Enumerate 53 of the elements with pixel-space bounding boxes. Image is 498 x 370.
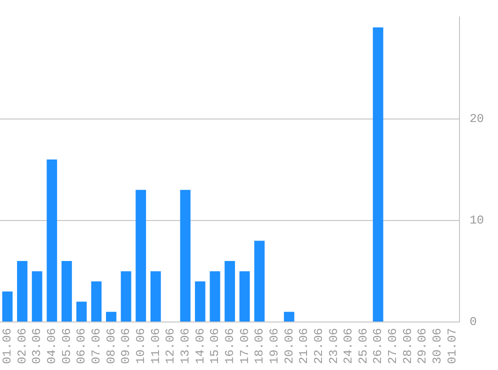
bar (2, 292, 13, 322)
x-tick-label: 10.06 (134, 328, 148, 364)
y-tick-label: 0 (470, 315, 477, 330)
x-tick-label: 15.06 (208, 328, 222, 364)
x-tick-label: 20.06 (282, 328, 296, 364)
x-tick-label: 23.06 (326, 328, 341, 364)
x-tick-label: 18.06 (252, 328, 267, 364)
x-tick-label: 29.06 (416, 328, 430, 364)
x-tick-label: 30.06 (430, 328, 445, 364)
bar (239, 271, 250, 322)
x-tick-label: 19.06 (267, 328, 282, 364)
x-tick-label: 04.06 (45, 328, 60, 364)
bar (17, 261, 28, 322)
bar (210, 271, 220, 322)
y-tick-label: 20 (470, 112, 484, 126)
bar (120, 271, 132, 322)
x-tick-label: 09.06 (119, 328, 134, 364)
bar (32, 271, 42, 322)
x-tick-label: 08.06 (104, 328, 118, 364)
x-tick-label: 28.06 (400, 328, 415, 364)
bar (372, 27, 384, 322)
x-tick-label: 24.06 (342, 328, 356, 364)
bar (180, 190, 191, 322)
x-tick-label: 11.06 (148, 328, 163, 364)
y-tick-label: 10 (470, 214, 484, 228)
bar (150, 271, 161, 322)
x-tick-label: 17.06 (238, 328, 252, 364)
x-tick-label: 02.06 (15, 328, 30, 364)
x-tick-label: 26.06 (371, 328, 386, 364)
x-tick-label: 27.06 (386, 328, 400, 364)
bar (106, 312, 116, 322)
x-tick-label: 05.06 (60, 328, 74, 364)
bar (46, 159, 58, 322)
bar (254, 240, 265, 322)
bar (62, 261, 72, 322)
x-tick-label: 03.06 (30, 328, 44, 364)
x-tick-label: 21.06 (297, 328, 312, 364)
x-tick-label: 13.06 (178, 328, 192, 364)
x-tick-label: 12.06 (164, 328, 178, 364)
bar (194, 281, 206, 322)
x-tick-label: 06.06 (74, 328, 89, 364)
x-tick-label: 01.07 (445, 328, 460, 364)
x-tick-label: 22.06 (312, 328, 326, 364)
bar (136, 190, 146, 322)
x-tick-label: 14.06 (193, 328, 208, 364)
x-tick-label: 01.06 (0, 328, 15, 364)
bar (91, 281, 102, 322)
x-tick-label: 25.06 (356, 328, 370, 364)
bar (76, 302, 87, 322)
bar (224, 261, 235, 322)
x-tick-label: 16.06 (222, 328, 237, 364)
x-tick-label: 07.06 (90, 328, 104, 364)
bar (284, 312, 294, 322)
